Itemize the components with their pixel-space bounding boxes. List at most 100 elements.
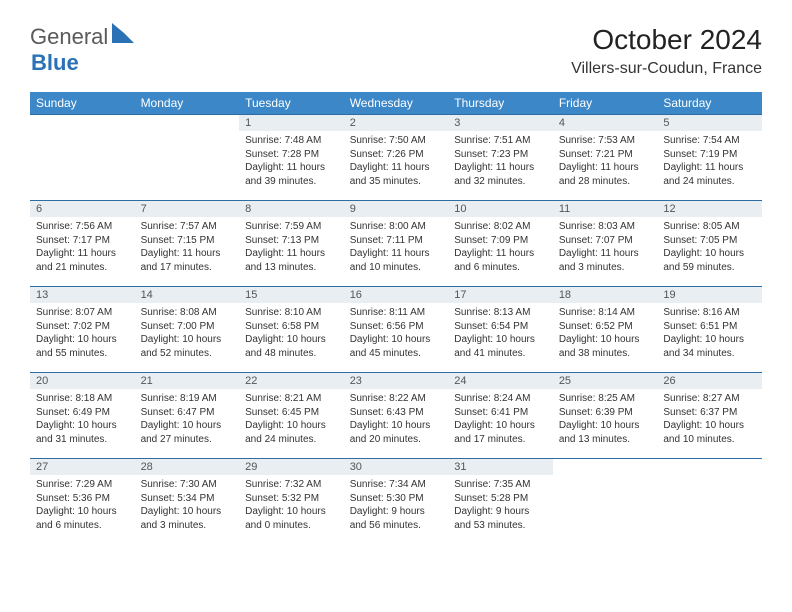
- day-details: Sunrise: 8:00 AMSunset: 7:11 PMDaylight:…: [344, 217, 449, 278]
- title-block: October 2024 Villers-sur-Coudun, France: [571, 24, 762, 78]
- day-number: 1: [239, 115, 344, 131]
- sunrise-text: Sunrise: 8:21 AM: [245, 392, 338, 406]
- day-details: Sunrise: 7:34 AMSunset: 5:30 PMDaylight:…: [344, 475, 449, 536]
- sunset-text: Sunset: 5:30 PM: [350, 492, 443, 506]
- sunrise-text: Sunrise: 8:02 AM: [454, 220, 547, 234]
- calendar-week-row: 13Sunrise: 8:07 AMSunset: 7:02 PMDayligh…: [30, 287, 762, 373]
- calendar-day-cell: [553, 459, 658, 545]
- calendar-table: Sunday Monday Tuesday Wednesday Thursday…: [30, 92, 762, 545]
- sunrise-text: Sunrise: 7:35 AM: [454, 478, 547, 492]
- sunrise-text: Sunrise: 8:27 AM: [663, 392, 756, 406]
- daylight-text: Daylight: 10 hours and 52 minutes.: [141, 333, 234, 360]
- calendar-day-cell: 7Sunrise: 7:57 AMSunset: 7:15 PMDaylight…: [135, 201, 240, 287]
- calendar-day-cell: 6Sunrise: 7:56 AMSunset: 7:17 PMDaylight…: [30, 201, 135, 287]
- daylight-text: Daylight: 11 hours and 21 minutes.: [36, 247, 129, 274]
- sunrise-text: Sunrise: 7:48 AM: [245, 134, 338, 148]
- daylight-text: Daylight: 11 hours and 24 minutes.: [663, 161, 756, 188]
- calendar-day-cell: 24Sunrise: 8:24 AMSunset: 6:41 PMDayligh…: [448, 373, 553, 459]
- sunset-text: Sunset: 6:52 PM: [559, 320, 652, 334]
- sunset-text: Sunset: 7:26 PM: [350, 148, 443, 162]
- calendar-day-cell: 4Sunrise: 7:53 AMSunset: 7:21 PMDaylight…: [553, 115, 658, 201]
- day-details: Sunrise: 8:02 AMSunset: 7:09 PMDaylight:…: [448, 217, 553, 278]
- day-details: Sunrise: 7:32 AMSunset: 5:32 PMDaylight:…: [239, 475, 344, 536]
- sunset-text: Sunset: 7:21 PM: [559, 148, 652, 162]
- day-number: 12: [657, 201, 762, 217]
- daylight-text: Daylight: 10 hours and 55 minutes.: [36, 333, 129, 360]
- sunset-text: Sunset: 5:28 PM: [454, 492, 547, 506]
- triangle-icon: [112, 23, 134, 43]
- daylight-text: Daylight: 10 hours and 10 minutes.: [663, 419, 756, 446]
- sunrise-text: Sunrise: 8:05 AM: [663, 220, 756, 234]
- day-number: 18: [553, 287, 658, 303]
- calendar-day-cell: 29Sunrise: 7:32 AMSunset: 5:32 PMDayligh…: [239, 459, 344, 545]
- day-details: Sunrise: 7:54 AMSunset: 7:19 PMDaylight:…: [657, 131, 762, 192]
- daylight-text: Daylight: 9 hours and 53 minutes.: [454, 505, 547, 532]
- daylight-text: Daylight: 10 hours and 24 minutes.: [245, 419, 338, 446]
- sunrise-text: Sunrise: 7:53 AM: [559, 134, 652, 148]
- sunset-text: Sunset: 7:19 PM: [663, 148, 756, 162]
- weekday-header: Sunday: [30, 92, 135, 115]
- calendar-header-row: Sunday Monday Tuesday Wednesday Thursday…: [30, 92, 762, 115]
- daylight-text: Daylight: 11 hours and 10 minutes.: [350, 247, 443, 274]
- sunrise-text: Sunrise: 7:30 AM: [141, 478, 234, 492]
- daylight-text: Daylight: 9 hours and 56 minutes.: [350, 505, 443, 532]
- sunrise-text: Sunrise: 7:32 AM: [245, 478, 338, 492]
- day-details: Sunrise: 7:53 AMSunset: 7:21 PMDaylight:…: [553, 131, 658, 192]
- weekday-header: Tuesday: [239, 92, 344, 115]
- calendar-day-cell: [135, 115, 240, 201]
- day-details: Sunrise: 8:05 AMSunset: 7:05 PMDaylight:…: [657, 217, 762, 278]
- day-number: 9: [344, 201, 449, 217]
- day-details: Sunrise: 7:48 AMSunset: 7:28 PMDaylight:…: [239, 131, 344, 192]
- sunset-text: Sunset: 7:17 PM: [36, 234, 129, 248]
- daylight-text: Daylight: 11 hours and 32 minutes.: [454, 161, 547, 188]
- calendar-day-cell: 10Sunrise: 8:02 AMSunset: 7:09 PMDayligh…: [448, 201, 553, 287]
- calendar-day-cell: 28Sunrise: 7:30 AMSunset: 5:34 PMDayligh…: [135, 459, 240, 545]
- day-details: Sunrise: 7:29 AMSunset: 5:36 PMDaylight:…: [30, 475, 135, 536]
- calendar-day-cell: 8Sunrise: 7:59 AMSunset: 7:13 PMDaylight…: [239, 201, 344, 287]
- calendar-day-cell: 2Sunrise: 7:50 AMSunset: 7:26 PMDaylight…: [344, 115, 449, 201]
- day-number: 22: [239, 373, 344, 389]
- calendar-day-cell: 16Sunrise: 8:11 AMSunset: 6:56 PMDayligh…: [344, 287, 449, 373]
- calendar-day-cell: 19Sunrise: 8:16 AMSunset: 6:51 PMDayligh…: [657, 287, 762, 373]
- day-number: 27: [30, 459, 135, 475]
- day-number: 3: [448, 115, 553, 131]
- weekday-header: Saturday: [657, 92, 762, 115]
- sunrise-text: Sunrise: 8:14 AM: [559, 306, 652, 320]
- sunrise-text: Sunrise: 8:22 AM: [350, 392, 443, 406]
- sunrise-text: Sunrise: 8:16 AM: [663, 306, 756, 320]
- sunrise-text: Sunrise: 7:57 AM: [141, 220, 234, 234]
- calendar-day-cell: 25Sunrise: 8:25 AMSunset: 6:39 PMDayligh…: [553, 373, 658, 459]
- calendar-day-cell: 5Sunrise: 7:54 AMSunset: 7:19 PMDaylight…: [657, 115, 762, 201]
- sunset-text: Sunset: 7:05 PM: [663, 234, 756, 248]
- day-details: Sunrise: 8:19 AMSunset: 6:47 PMDaylight:…: [135, 389, 240, 450]
- calendar-day-cell: 1Sunrise: 7:48 AMSunset: 7:28 PMDaylight…: [239, 115, 344, 201]
- sunrise-text: Sunrise: 7:51 AM: [454, 134, 547, 148]
- day-details: Sunrise: 8:27 AMSunset: 6:37 PMDaylight:…: [657, 389, 762, 450]
- day-number: 6: [30, 201, 135, 217]
- sunset-text: Sunset: 7:00 PM: [141, 320, 234, 334]
- sunset-text: Sunset: 7:11 PM: [350, 234, 443, 248]
- day-details: Sunrise: 8:07 AMSunset: 7:02 PMDaylight:…: [30, 303, 135, 364]
- weekday-header: Thursday: [448, 92, 553, 115]
- daylight-text: Daylight: 10 hours and 45 minutes.: [350, 333, 443, 360]
- daylight-text: Daylight: 11 hours and 3 minutes.: [559, 247, 652, 274]
- logo-text-part2: Blue: [31, 50, 79, 76]
- daylight-text: Daylight: 10 hours and 59 minutes.: [663, 247, 756, 274]
- daylight-text: Daylight: 10 hours and 38 minutes.: [559, 333, 652, 360]
- calendar-day-cell: 26Sunrise: 8:27 AMSunset: 6:37 PMDayligh…: [657, 373, 762, 459]
- daylight-text: Daylight: 10 hours and 31 minutes.: [36, 419, 129, 446]
- logo-text-part1: General: [30, 24, 108, 50]
- calendar-day-cell: 20Sunrise: 8:18 AMSunset: 6:49 PMDayligh…: [30, 373, 135, 459]
- calendar-day-cell: 22Sunrise: 8:21 AMSunset: 6:45 PMDayligh…: [239, 373, 344, 459]
- sunrise-text: Sunrise: 8:19 AM: [141, 392, 234, 406]
- calendar-day-cell: 14Sunrise: 8:08 AMSunset: 7:00 PMDayligh…: [135, 287, 240, 373]
- daylight-text: Daylight: 11 hours and 6 minutes.: [454, 247, 547, 274]
- day-number: 15: [239, 287, 344, 303]
- calendar-week-row: 27Sunrise: 7:29 AMSunset: 5:36 PMDayligh…: [30, 459, 762, 545]
- sunset-text: Sunset: 7:15 PM: [141, 234, 234, 248]
- day-number: 11: [553, 201, 658, 217]
- daylight-text: Daylight: 10 hours and 0 minutes.: [245, 505, 338, 532]
- day-details: Sunrise: 8:08 AMSunset: 7:00 PMDaylight:…: [135, 303, 240, 364]
- day-number: 4: [553, 115, 658, 131]
- day-number: 14: [135, 287, 240, 303]
